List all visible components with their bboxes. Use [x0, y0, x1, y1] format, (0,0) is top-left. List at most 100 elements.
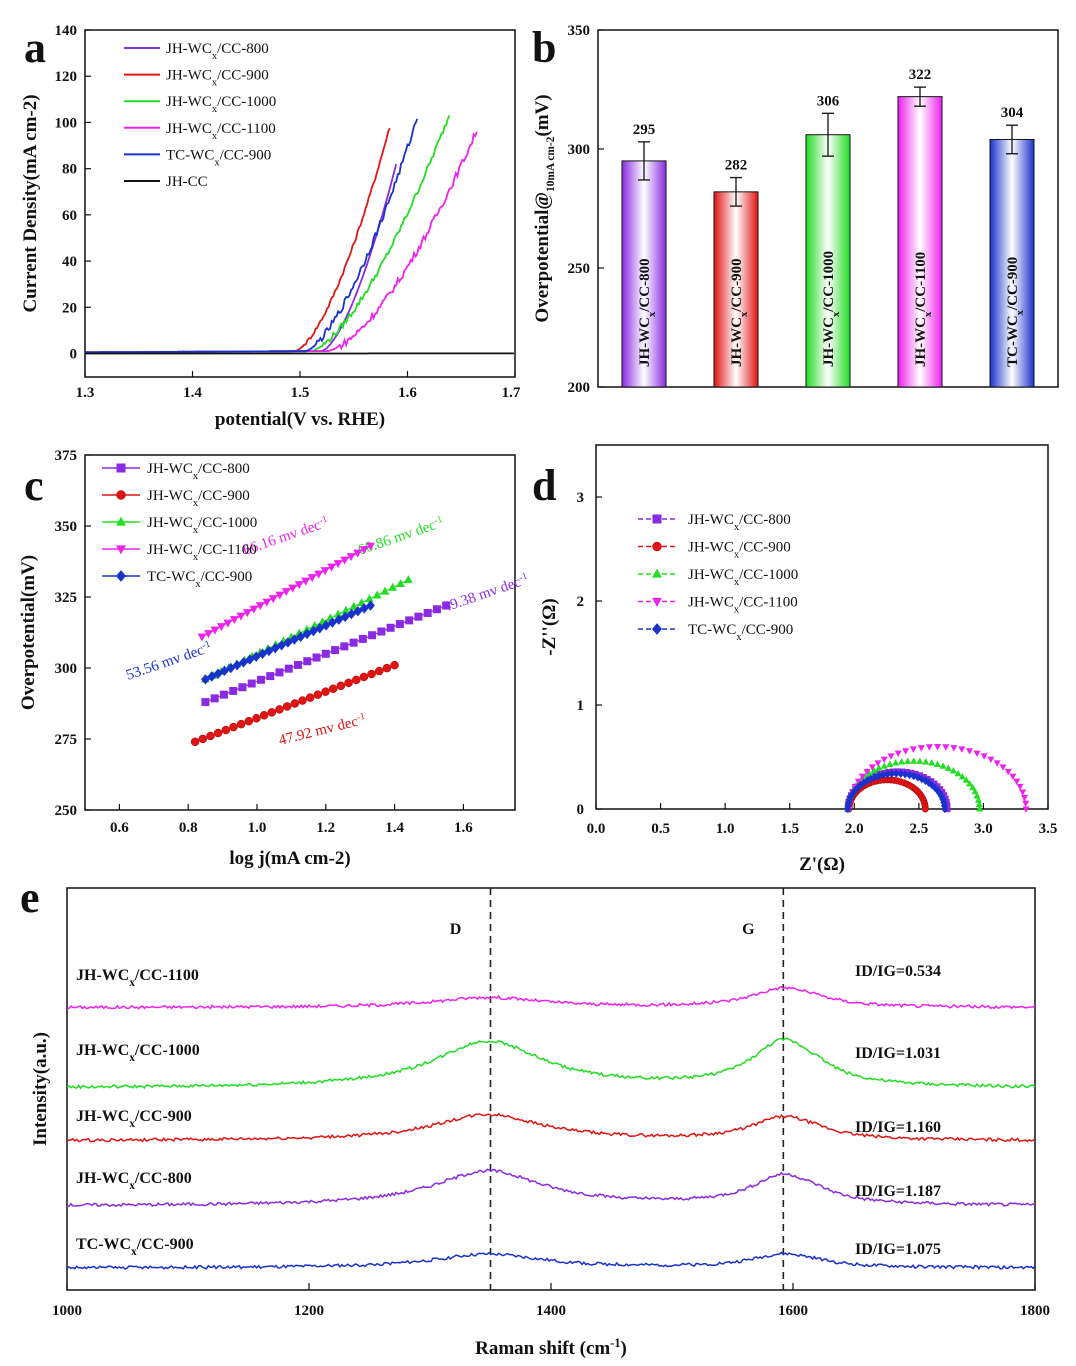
- y-axis-label-a: Current Density(mA cm-2): [20, 94, 41, 312]
- data-point-d: [883, 770, 891, 779]
- plot-frame-a: [84, 29, 516, 378]
- x-tick-label-d: 2.0: [845, 821, 864, 837]
- data-point-d: [910, 757, 918, 764]
- y-tick-label-d: 0: [577, 802, 585, 818]
- y-tick-label-b: 350: [568, 23, 591, 39]
- data-point-d: [865, 769, 873, 777]
- y-axis-label-e: Intensity(a.u.): [30, 1032, 51, 1146]
- data-point-c: [366, 600, 375, 611]
- legend-label-d: JH-WCx/CC-1000: [688, 567, 798, 588]
- data-point-d: [922, 758, 930, 765]
- bar-category-label: JH-WCx/CC-1000: [821, 251, 842, 367]
- x-tick-label-c: 0.6: [110, 820, 129, 836]
- data-point-d: [1016, 783, 1024, 791]
- data-point-d: [958, 746, 966, 753]
- legend-marker-d: [652, 623, 662, 635]
- x-axis-label-d: Z'(Ω): [799, 854, 845, 875]
- id-ig-ratio: ID/IG=1.187: [855, 1183, 941, 1200]
- x-tick-label-a: 1.4: [183, 385, 202, 401]
- data-point-d: [868, 764, 876, 771]
- data-point-d: [939, 762, 947, 769]
- x-tick-label-e: 1600: [778, 1303, 808, 1319]
- data-point-d: [888, 769, 896, 778]
- data-point-d: [892, 769, 900, 778]
- data-point-c: [366, 542, 375, 551]
- data-point-d: [880, 762, 888, 769]
- legend-label-a: JH-WCx/CC-900: [166, 68, 269, 89]
- slope-label-c: 47.92 mv dec-1: [277, 710, 368, 749]
- y-tick-label-c: 325: [55, 590, 78, 606]
- bar-value-label: 322: [909, 67, 932, 83]
- legend-label-a: JH-CC: [166, 174, 208, 190]
- data-point-d: [1009, 773, 1017, 780]
- data-point-d: [901, 770, 909, 779]
- data-point-d: [887, 753, 895, 760]
- data-point-d: [1019, 789, 1027, 796]
- data-point-d: [854, 778, 862, 786]
- x-tick-label-d: 0.0: [587, 821, 606, 837]
- legend-label-d: JH-WCx/CC-900: [688, 540, 791, 561]
- y-tick-label-a: 0: [70, 347, 78, 363]
- x-tick-label-d: 3.0: [974, 821, 993, 837]
- legend-label-a: JH-WCx/CC-1100: [166, 121, 276, 142]
- y-tick-label-a: 60: [62, 208, 77, 224]
- x-tick-label-e: 1400: [536, 1303, 566, 1319]
- data-point-d: [941, 804, 949, 814]
- bar-value-label: 295: [633, 122, 656, 138]
- legend-label-d: JH-WCx/CC-800: [688, 512, 791, 533]
- legend-label-a: JH-WCx/CC-800: [166, 41, 269, 62]
- data-point-d: [880, 756, 888, 764]
- data-point-d: [949, 766, 957, 774]
- plot-frame-d: [595, 444, 1049, 810]
- data-point-d: [975, 800, 983, 808]
- legend-label-a: JH-WCx/CC-1000: [166, 94, 276, 115]
- plot-frame-e: [66, 887, 1036, 1291]
- panel-d: 0.0 0.5 1.0 1.5 2.0 2.5 3.0 3.5 0 1 2 3 Z'(Ω) -Z''(Ω)…: [539, 444, 1058, 875]
- x-tick-label-d: 2.5: [909, 821, 928, 837]
- data-point-d: [1013, 778, 1021, 786]
- panel-letter-a: a: [24, 23, 46, 72]
- bar-value-label: 306: [817, 93, 840, 109]
- legend-marker-d: [652, 568, 662, 578]
- spectrum-label: JH-WCx/CC-900: [76, 1108, 192, 1130]
- panel-a: 1.3 1.4 1.5 1.6 1.7 0 20 40 60 80 100 120 140 potenti…: [20, 23, 521, 430]
- legend-label-c: JH-WCx/CC-900: [147, 488, 250, 509]
- y-tick-label-d: 1: [577, 698, 585, 714]
- legend-label-c: JH-WCx/CC-800: [147, 461, 250, 482]
- data-point-d: [966, 748, 974, 755]
- id-ig-ratio: ID/IG=1.075: [855, 1241, 941, 1258]
- data-point-d: [942, 744, 950, 751]
- id-ig-ratio: ID/IG=1.031: [855, 1045, 941, 1062]
- data-point-d: [909, 746, 917, 753]
- data-point-d: [933, 760, 942, 767]
- legend-label-c: JH-WCx/CC-1000: [147, 515, 257, 536]
- y-tick-label-a: 80: [62, 162, 77, 178]
- data-point-d: [858, 773, 866, 780]
- x-tick-label-a: 1.3: [76, 385, 95, 401]
- spectrum-label: JH-WCx/CC-1000: [76, 1042, 200, 1064]
- peak-marker-label: D: [450, 921, 462, 938]
- data-point-d: [902, 748, 910, 755]
- y-tick-label-c: 250: [55, 803, 78, 819]
- bar-category-label: JH-WCx/CC-900: [729, 258, 750, 367]
- y-tick-label-d: 2: [577, 594, 585, 610]
- spectrum-label: TC-WCx/CC-900: [76, 1236, 194, 1258]
- legend-marker-d: [652, 597, 662, 607]
- y-tick-label-c: 375: [55, 448, 78, 464]
- data-point-d: [898, 758, 906, 765]
- y-axis-label-c: Overpotential(mV): [18, 555, 39, 710]
- x-tick-label-d: 3.5: [1039, 821, 1058, 837]
- y-tick-label-c: 275: [55, 732, 78, 748]
- y-tick-label-a: 140: [55, 23, 78, 39]
- x-tick-label-e: 1000: [52, 1303, 82, 1319]
- data-point-d: [934, 744, 942, 751]
- data-point-d: [966, 779, 974, 787]
- data-point-d: [974, 796, 982, 803]
- x-tick-label-c: 1.0: [248, 820, 267, 836]
- y-tick-label-c: 350: [55, 519, 78, 535]
- bar-5: [989, 138, 1035, 388]
- y-tick-label-a: 100: [55, 115, 78, 131]
- series-line-a: [85, 118, 419, 354]
- data-point-d: [925, 744, 933, 751]
- bar-value-label: 282: [725, 158, 748, 174]
